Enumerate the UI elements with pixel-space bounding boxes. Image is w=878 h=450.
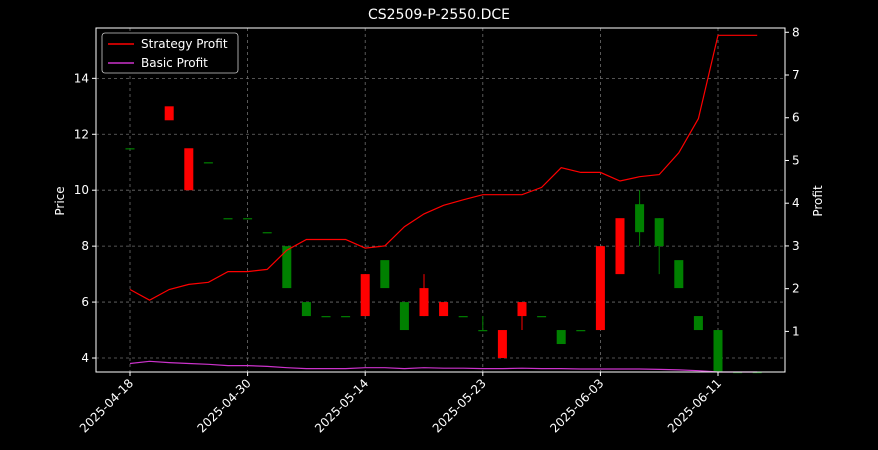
y-tick-label-left: 12 [74,127,89,141]
candle-body [517,302,527,317]
candle-body [615,218,625,275]
legend-label: Basic Profit [141,56,208,70]
candle-body [341,316,351,318]
candle-body [282,246,292,289]
legend: Strategy Profit Basic Profit [101,32,239,74]
plot-frame [95,27,786,373]
y-axis-label-right: Profit [811,185,825,217]
y-tick-label-right: 3 [792,239,800,253]
candle-body [635,204,645,233]
candles [125,106,762,374]
candle-body [125,148,135,150]
candle-body [497,330,507,359]
candle-body [674,260,684,289]
y-tick-label-right: 6 [792,111,800,125]
y-tick-label-left: 10 [74,183,89,197]
y-tick-label-left: 4 [81,351,89,365]
candle-body [556,330,566,345]
candle-body [380,260,390,289]
candle-body [164,106,174,121]
candle-body [439,302,449,317]
candle-body [458,316,468,318]
candle-body [262,232,272,234]
candle-body [399,302,409,331]
grid [96,28,785,372]
y-tick-label-right: 7 [792,68,800,82]
legend-label: Strategy Profit [141,37,228,51]
x-tick-label: 2025-05-23 [430,376,489,435]
chart-title: CS2509-P-2550.DCE [368,7,510,23]
y-tick-label-right: 5 [792,153,800,167]
y-axis-label-left: Price [53,186,67,215]
candle-body [537,316,547,318]
y-tick-label-left: 14 [74,71,89,85]
candle-body [184,148,194,191]
candle-body [203,162,213,164]
candle-body [478,330,488,332]
candle-body [223,218,233,220]
candle-body [654,218,664,247]
x-tick-label: 2025-06-11 [665,376,724,435]
x-tick-label: 2025-04-18 [77,376,136,435]
candle-body [301,302,311,317]
candle-body [713,330,723,372]
series-line-basic-profit [129,360,758,373]
candle-body [419,288,429,317]
y-tick-label-left: 6 [81,295,89,309]
candle-body [243,218,253,220]
x-tick-label: 2025-04-30 [195,376,254,435]
y-tick-label-right: 8 [792,25,800,39]
x-tick-label: 2025-06-03 [547,376,606,435]
y-tick-label-left: 8 [81,239,89,253]
candle-body [595,246,605,331]
candle-body [321,316,331,318]
x-tick-label: 2025-05-14 [312,376,371,435]
candle-body [576,330,586,332]
y-tick-label-right: 1 [792,324,800,338]
legend-box [101,32,239,74]
candle-body [693,316,703,331]
y-tick-label-right: 4 [792,196,800,210]
series-line-strategy-profit [129,34,758,301]
profit-lines [129,34,758,373]
candle-body [360,274,370,317]
y-tick-label-right: 2 [792,282,800,296]
